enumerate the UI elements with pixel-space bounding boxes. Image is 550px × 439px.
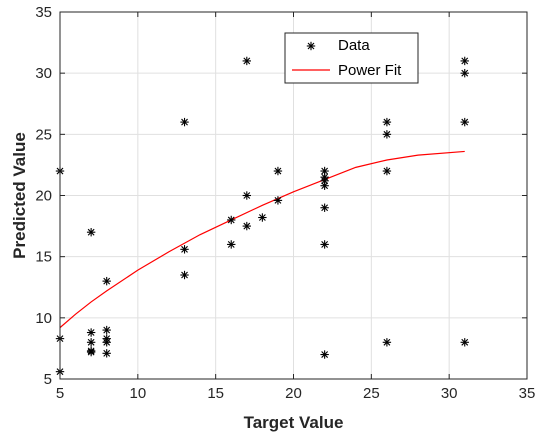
data-point-13	[180, 117, 189, 127]
legend-box	[284, 32, 419, 84]
x-tick-label-2: 15	[207, 385, 224, 402]
y-tick-label-0: 5	[44, 371, 52, 388]
data-points-layer	[55, 56, 469, 376]
data-point-36	[460, 68, 469, 78]
legend-asterisk	[306, 41, 316, 51]
data-point-38	[460, 338, 469, 347]
data-point-37	[460, 117, 469, 127]
data-point-9	[102, 325, 111, 335]
data-point-17	[227, 240, 236, 249]
data-point-12	[102, 349, 111, 358]
x-tick-label-4: 25	[363, 385, 380, 402]
y-tick-label-3: 20	[35, 188, 52, 205]
data-point-20	[242, 221, 251, 231]
data-point-15	[180, 270, 189, 280]
legend-entry-fit: Power Fit	[338, 62, 402, 79]
data-point-30	[320, 350, 329, 359]
legend-entry-data: Data	[338, 37, 370, 54]
data-point-29	[320, 240, 329, 249]
data-point-35	[460, 56, 469, 66]
data-point-34	[382, 338, 392, 347]
y-tick-label-4: 25	[35, 126, 52, 143]
data-point-11	[102, 338, 111, 347]
axis-ticks	[59, 11, 528, 380]
data-point-31	[382, 117, 392, 127]
y-axis-label: Predicted Value	[10, 132, 29, 259]
data-point-19	[242, 191, 251, 200]
y-tick-label-1: 10	[35, 310, 52, 327]
legend-data-marker	[306, 41, 316, 51]
x-tick-label-1: 10	[129, 385, 146, 402]
x-tick-label-5: 30	[441, 385, 458, 402]
data-point-4	[86, 328, 96, 337]
data-point-7	[86, 347, 96, 357]
x-axis-label: Target Value	[244, 413, 344, 432]
data-point-3	[86, 228, 96, 237]
y-tick-label-6: 35	[35, 4, 52, 21]
data-point-28	[320, 203, 329, 212]
data-point-21	[258, 213, 267, 222]
y-tick-label-2: 15	[35, 249, 52, 266]
legend: Data Power Fit	[284, 32, 419, 84]
x-tick-label-6: 35	[519, 385, 536, 402]
y-tick-label-5: 30	[35, 65, 52, 82]
x-tick-label-0: 5	[56, 385, 64, 402]
data-point-22	[273, 166, 283, 176]
data-point-16	[227, 215, 236, 225]
data-point-18	[242, 56, 251, 66]
data-point-14	[180, 245, 189, 254]
data-point-23	[273, 196, 283, 205]
data-point-33	[382, 166, 392, 176]
data-point-8	[102, 276, 111, 286]
data-point-5	[86, 338, 96, 347]
x-tick-label-3: 20	[285, 385, 302, 402]
tick-labels: 5 10 15 20 25 30 35 5 10 15 20 25 30 35	[35, 4, 535, 402]
data-point-27	[320, 181, 329, 190]
data-point-32	[382, 130, 392, 139]
